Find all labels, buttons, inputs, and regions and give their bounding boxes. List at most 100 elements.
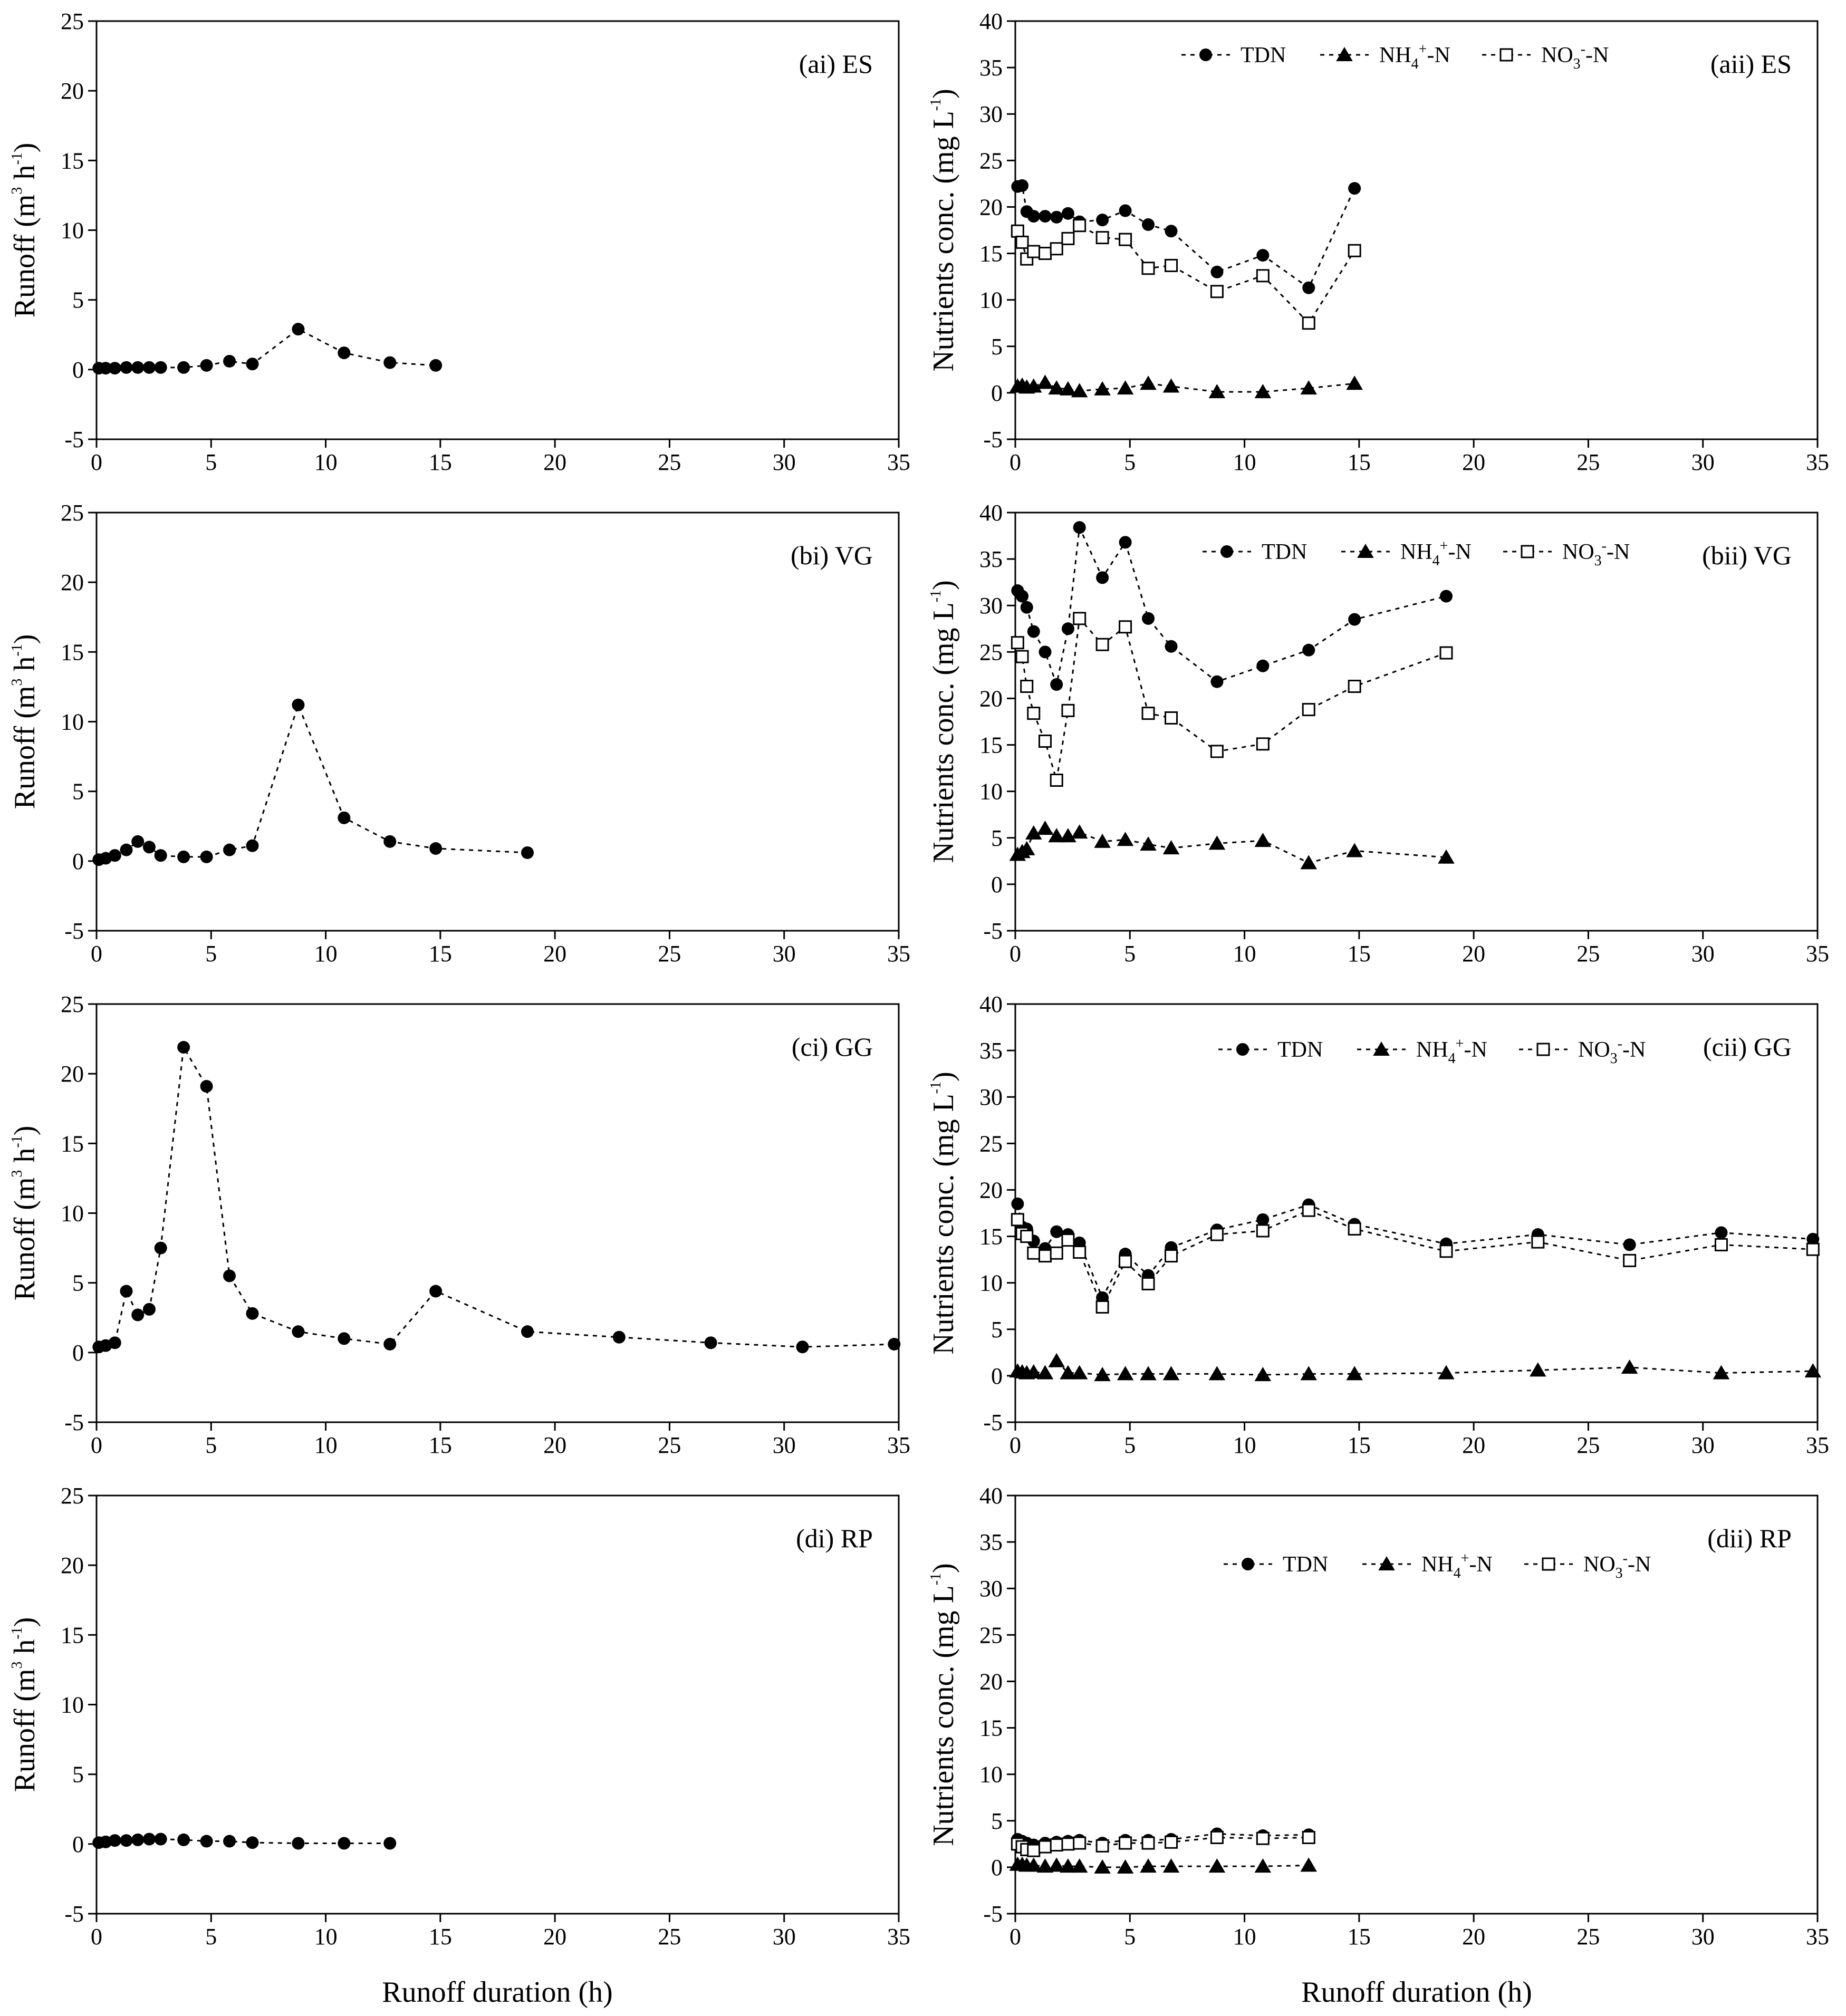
data-point (1061, 703, 1075, 717)
data-point (1027, 707, 1041, 720)
data-point (223, 1835, 236, 1848)
x-tick-label: 25 (658, 1432, 681, 1458)
data-point (521, 846, 534, 859)
data-point (1016, 590, 1029, 603)
data-point (1531, 1235, 1545, 1249)
data-point (1348, 1222, 1361, 1236)
panel-title: (aii) ES (1710, 49, 1792, 79)
y-tick-label: 40 (979, 500, 1003, 526)
legend-marker (1336, 47, 1353, 61)
legend-label-no3-n: NO3--N (1583, 1550, 1651, 1581)
y-tick-label: 5 (991, 1317, 1003, 1343)
data-point (1020, 680, 1034, 693)
data-point (99, 362, 112, 375)
x-tick-label: 15 (1348, 1924, 1371, 1950)
data-point (1020, 601, 1033, 614)
legend-marker (1536, 1043, 1550, 1056)
y-tick-label: 15 (61, 1622, 84, 1648)
x-tick-label: 35 (1806, 1924, 1829, 1950)
data-point (1165, 258, 1178, 272)
data-point (1210, 265, 1224, 278)
series-nh4-n (1009, 821, 1455, 870)
x-tick-label: 10 (1233, 449, 1256, 475)
data-point (1346, 1366, 1363, 1381)
data-point (1071, 824, 1088, 839)
x-tick-label: 30 (1691, 941, 1715, 967)
y-tick-label: 5 (72, 1762, 84, 1788)
data-point (1039, 645, 1052, 659)
series-nh4-n (1009, 1856, 1318, 1874)
y-tick-label: 5 (991, 825, 1003, 851)
legend-marker (1236, 1043, 1249, 1056)
chart-panel-bii: 0 5 10 15 20 25 30 35-50510152025303540Nutrient… (927, 500, 1829, 967)
data-point (1050, 242, 1063, 256)
y-tick-label: -5 (983, 918, 1003, 944)
y-tick-label: 10 (979, 1270, 1003, 1296)
data-point (1095, 1300, 1109, 1314)
y-tick-label: 30 (979, 101, 1003, 127)
panel-title: (cii) GG (1703, 1032, 1792, 1062)
x-tick-label: 5 (205, 1924, 217, 1950)
data-point (1050, 1838, 1063, 1852)
y-tick-label: 0 (991, 872, 1003, 898)
x-tick-label: 15 (1348, 1432, 1371, 1458)
data-point (1165, 711, 1178, 725)
data-point (1020, 1230, 1034, 1243)
data-point (1060, 1365, 1076, 1380)
data-point (246, 1307, 259, 1320)
data-point (108, 362, 121, 375)
x-tick-label: 25 (1576, 941, 1600, 967)
data-point (1141, 707, 1155, 720)
data-point (1050, 774, 1063, 787)
data-point (1117, 380, 1134, 395)
y-tick-label: 35 (979, 546, 1003, 572)
data-point (120, 843, 133, 856)
x-tick-label: 25 (1576, 1432, 1600, 1458)
data-point (429, 359, 443, 372)
data-point (1162, 378, 1180, 393)
x-tick-label: 25 (1576, 1924, 1600, 1950)
data-point (1621, 1359, 1638, 1374)
data-point (1142, 218, 1155, 231)
data-point (1256, 659, 1270, 672)
legend-label-nh4-n: NH4+-N (1416, 1036, 1487, 1067)
chart-panel-dii: 0 5 10 15 20 25 30 35-50510152025303540Nutrient… (927, 1483, 1829, 1950)
y-tick-label: 20 (979, 1668, 1003, 1694)
data-point (1011, 1213, 1024, 1227)
chart-panel-bi: 0 5 10 15 20 25 30 35 -5 0 5 10 15 20 25 Runoff (m3 h-1… (8, 500, 910, 967)
x-tick-label: 25 (658, 941, 681, 967)
data-point (1140, 836, 1157, 851)
legend-marker (1373, 1041, 1390, 1056)
x-axis-title-right: Runoff duration (h) (1301, 1976, 1532, 2009)
data-point (1140, 1366, 1157, 1381)
y-axis-title-5: Nutrients conc. (mg L-1) (927, 1072, 960, 1355)
y-tick-label: 25 (979, 1131, 1003, 1156)
data-point (1623, 1253, 1637, 1267)
x-tick-label: 30 (773, 449, 796, 475)
data-point (1806, 1232, 1820, 1246)
x-tick-label: 5 (1124, 1924, 1136, 1950)
y-tick-label: 20 (61, 1552, 84, 1578)
x-tick-label: 35 (887, 941, 910, 967)
x-tick-label: 20 (543, 1924, 566, 1950)
data-point (1061, 1233, 1075, 1247)
data-point (131, 1308, 145, 1322)
data-point (1302, 316, 1315, 330)
series-runoff (92, 1040, 901, 1354)
y-tick-label: 20 (61, 78, 84, 104)
plot-frame (1014, 512, 1819, 932)
series-no3-n (1011, 219, 1361, 330)
data-point (1300, 380, 1318, 395)
data-point (142, 361, 156, 374)
data-point (1439, 1245, 1453, 1258)
x-tick-label: 30 (1691, 449, 1715, 475)
series-runoff (92, 1832, 397, 1850)
legend-label-nh4-n: NH4+-N (1421, 1550, 1493, 1581)
y-tick-label: 20 (61, 1061, 84, 1087)
x-tick-label: 0 (91, 449, 102, 475)
data-point (383, 1337, 397, 1351)
data-point (1027, 625, 1040, 638)
y-tick-label: 40 (979, 991, 1003, 1017)
y-tick-label: 20 (979, 1177, 1003, 1203)
